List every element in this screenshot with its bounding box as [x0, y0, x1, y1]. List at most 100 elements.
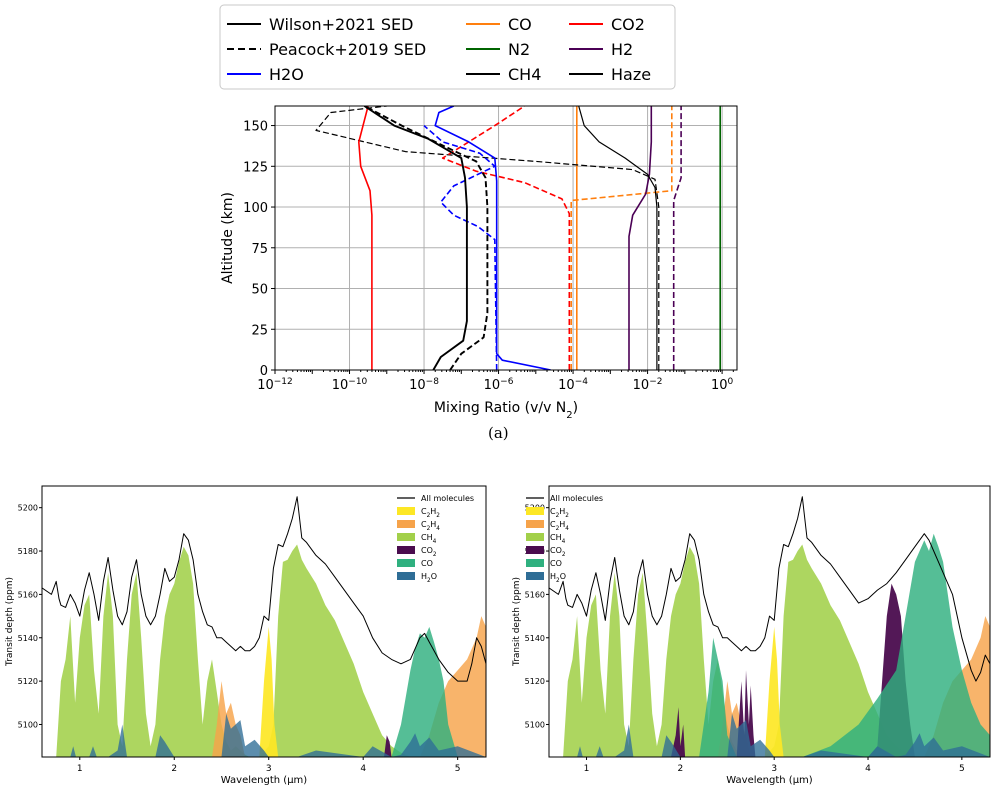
- y-tick-label: 5160: [525, 590, 545, 599]
- legend-label: CO: [421, 559, 433, 568]
- series-line: [578, 106, 658, 370]
- y-tick-label: 5100: [18, 720, 38, 729]
- species-area: [391, 626, 458, 757]
- species-area: [384, 735, 392, 757]
- series-line: [363, 106, 468, 370]
- legend-label: CO: [550, 559, 562, 568]
- x-tick-label: 2: [677, 764, 683, 774]
- y-tick-label: 5120: [18, 677, 38, 686]
- x-tick-label: 10−12: [257, 377, 293, 393]
- legend-swatch: [397, 572, 415, 580]
- y-tick-label: 0: [260, 364, 268, 379]
- species-areas: [42, 496, 486, 757]
- legend-label: CO2: [611, 15, 645, 34]
- all-molecules-line: [549, 496, 990, 682]
- plot-frame: [548, 485, 991, 758]
- species-area: [259, 626, 279, 757]
- legend-label: N2: [508, 40, 530, 59]
- y-tick-label: 5160: [18, 590, 38, 599]
- series-line: [363, 106, 489, 370]
- plot-frame: [274, 105, 738, 371]
- y-tick-label: 100: [243, 201, 268, 216]
- y-tick-label: 5120: [525, 677, 545, 686]
- legend-label: CO: [508, 15, 532, 34]
- x-tick-label: 2: [171, 764, 177, 774]
- series-line: [441, 106, 571, 370]
- legend-label: C2H2: [421, 507, 440, 519]
- y-tick-label: 25: [251, 323, 268, 338]
- plot-background: [275, 106, 737, 370]
- legend-swatch: [526, 559, 544, 567]
- legend-label: CH4: [550, 533, 566, 545]
- legend-label: CH4: [421, 533, 437, 545]
- legend-swatch: [526, 546, 544, 554]
- y-tick-label: 75: [251, 242, 268, 257]
- y-tick-label: 150: [243, 120, 268, 135]
- x-tick-label: 4: [360, 764, 366, 774]
- legend-label: H2O: [421, 572, 437, 584]
- x-tick-label: 3: [266, 764, 272, 774]
- y-axis-label: Transit depth (ppm): [5, 577, 15, 667]
- legend-swatch: [397, 507, 415, 515]
- legend-label: CO2: [550, 546, 566, 558]
- x-axis-label: Wavelength (μm): [726, 775, 813, 786]
- x-tick-label: 4: [865, 764, 871, 774]
- legend-swatch: [397, 520, 415, 528]
- legend-label: CH4: [508, 65, 541, 84]
- y-axis-label: Altitude (km): [220, 192, 236, 284]
- x-tick-label: 5: [455, 764, 461, 774]
- species-area: [56, 544, 411, 757]
- transit-plot: 12345510051205140516051805200Wavelength …: [512, 485, 991, 786]
- legend-label: Haze: [611, 65, 651, 84]
- species-area: [680, 533, 990, 757]
- series-line: [423, 124, 498, 370]
- species-area: [764, 626, 784, 757]
- x-axis-label: Mixing Ratio (v/v N2): [434, 400, 578, 421]
- legend-label: H2: [611, 40, 633, 59]
- legend-label: C2H4: [421, 520, 440, 532]
- legend-label: C2H2: [550, 507, 569, 519]
- legend-label: Peacock+2019 SED: [269, 40, 426, 59]
- series-line: [570, 106, 673, 370]
- legend-label: C2H4: [550, 520, 569, 532]
- x-tick-label: 10−10: [332, 377, 368, 393]
- series-line: [672, 106, 682, 370]
- x-tick-label: 10−6: [484, 377, 514, 393]
- x-tick-label: 1: [584, 764, 590, 774]
- y-tick-label: 5100: [525, 720, 545, 729]
- legend-label: H2O: [550, 572, 566, 584]
- legend-label: H2O: [269, 65, 304, 84]
- y-tick-label: 5140: [18, 634, 38, 643]
- y-tick-label: 5180: [18, 547, 38, 556]
- x-tick-label: 10−8: [409, 377, 439, 393]
- series-line: [434, 106, 551, 370]
- series-line: [628, 106, 653, 370]
- legend-box: [219, 4, 676, 90]
- x-tick-label: 10−2: [633, 377, 663, 393]
- plot-frame: [41, 485, 487, 758]
- legend-swatch: [526, 507, 544, 515]
- x-tick-label: 5: [959, 764, 965, 774]
- mixing-ratio-plot: 10−12 10−10 10−8 10−6 10−4 10−2 100 0 25 50 75 100 1…: [219, 4, 738, 421]
- x-tick-label: 100: [711, 377, 734, 393]
- legend-label: CO2: [421, 546, 437, 558]
- legend-swatch: [397, 546, 415, 554]
- y-tick-label: 125: [243, 160, 268, 175]
- legend-label: Wilson+2021 SED: [269, 15, 413, 34]
- y-tick-label: 5200: [18, 504, 38, 513]
- legend-swatch: [397, 533, 415, 541]
- y-axis-label: Transit depth (ppm): [512, 577, 522, 667]
- species-area: [42, 713, 486, 757]
- legend-swatch: [397, 559, 415, 567]
- legend-label: All molecules: [421, 494, 474, 503]
- all-molecules-line: [42, 496, 486, 682]
- species-area: [563, 544, 915, 757]
- y-tick-label: 50: [251, 283, 268, 298]
- x-tick-label: 10−4: [558, 377, 588, 393]
- x-tick-label: 3: [771, 764, 777, 774]
